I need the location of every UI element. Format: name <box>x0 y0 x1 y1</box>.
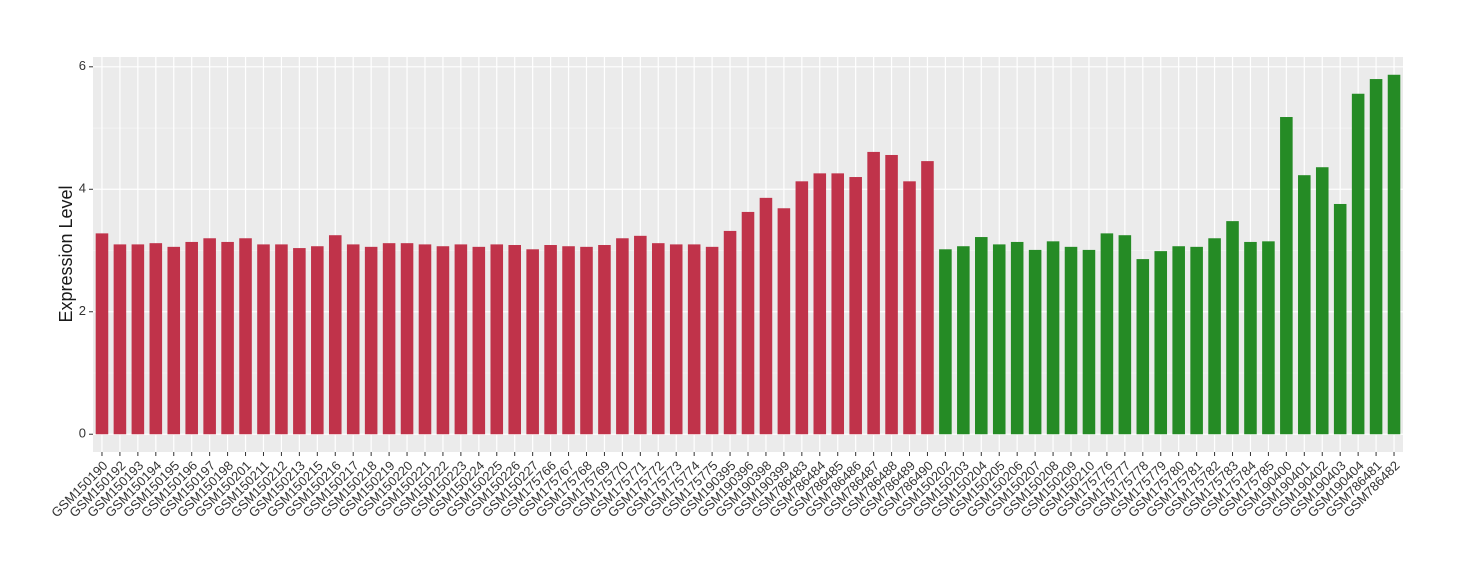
y-tick-label: 0 <box>79 426 86 441</box>
bar <box>651 243 665 435</box>
bar <box>1244 241 1257 435</box>
bar <box>1280 117 1293 435</box>
bar <box>885 154 898 435</box>
bar <box>1010 241 1024 435</box>
bar <box>849 177 862 435</box>
bar <box>1351 93 1365 435</box>
bar <box>95 233 109 435</box>
y-tick-label: 2 <box>79 303 86 318</box>
bar <box>777 208 791 435</box>
bar <box>831 173 845 435</box>
bar <box>1154 251 1168 435</box>
bar <box>1333 203 1347 435</box>
bar <box>203 238 216 435</box>
bar <box>795 181 809 435</box>
bar <box>239 238 252 435</box>
bar <box>364 246 378 435</box>
bar <box>167 246 181 435</box>
y-tick-label: 4 <box>79 181 86 196</box>
bar <box>1315 167 1329 435</box>
bar <box>221 241 234 435</box>
bar <box>544 245 557 435</box>
y-axis-title: Expression Level <box>56 185 76 322</box>
bar <box>1046 241 1060 435</box>
bar <box>741 211 755 435</box>
bar <box>634 235 647 435</box>
bar <box>957 246 970 435</box>
bar <box>1226 221 1239 435</box>
bar <box>921 161 934 435</box>
bar <box>526 249 539 435</box>
bar <box>939 249 952 435</box>
bar <box>813 173 827 435</box>
bar <box>616 238 629 435</box>
bar <box>1369 79 1383 435</box>
bar <box>992 244 1006 435</box>
bar <box>257 244 270 435</box>
bar <box>1136 259 1150 435</box>
y-tick-label: 6 <box>79 58 86 73</box>
bar <box>1064 246 1078 435</box>
bar <box>436 246 450 435</box>
bar <box>903 181 916 435</box>
bar <box>1262 241 1275 435</box>
bar <box>382 243 396 435</box>
bar <box>580 246 593 435</box>
bar <box>293 248 306 435</box>
bar <box>131 244 145 435</box>
bar <box>1208 238 1221 435</box>
bar <box>1387 74 1401 435</box>
bar <box>1118 235 1132 435</box>
bar <box>669 244 683 435</box>
bar <box>562 246 575 435</box>
bar <box>311 246 324 435</box>
bar <box>687 244 701 435</box>
bar <box>598 245 611 435</box>
bar <box>759 197 773 435</box>
bar <box>149 243 163 435</box>
bar <box>1172 246 1185 435</box>
bar <box>113 244 127 435</box>
bar <box>185 241 198 435</box>
bar <box>418 244 432 435</box>
bar <box>1190 246 1203 435</box>
bar <box>275 244 288 435</box>
bar <box>508 245 521 435</box>
bar <box>723 230 737 435</box>
bar <box>346 244 360 435</box>
bar <box>400 243 414 435</box>
bar <box>1298 175 1311 435</box>
bar <box>472 246 486 435</box>
bar <box>867 151 880 435</box>
bar <box>1100 233 1114 435</box>
bar <box>1082 249 1096 435</box>
bar <box>328 235 342 435</box>
bar <box>1028 249 1042 435</box>
bar <box>490 244 504 435</box>
bar <box>454 244 468 435</box>
bar <box>705 246 719 435</box>
bar <box>975 237 988 435</box>
